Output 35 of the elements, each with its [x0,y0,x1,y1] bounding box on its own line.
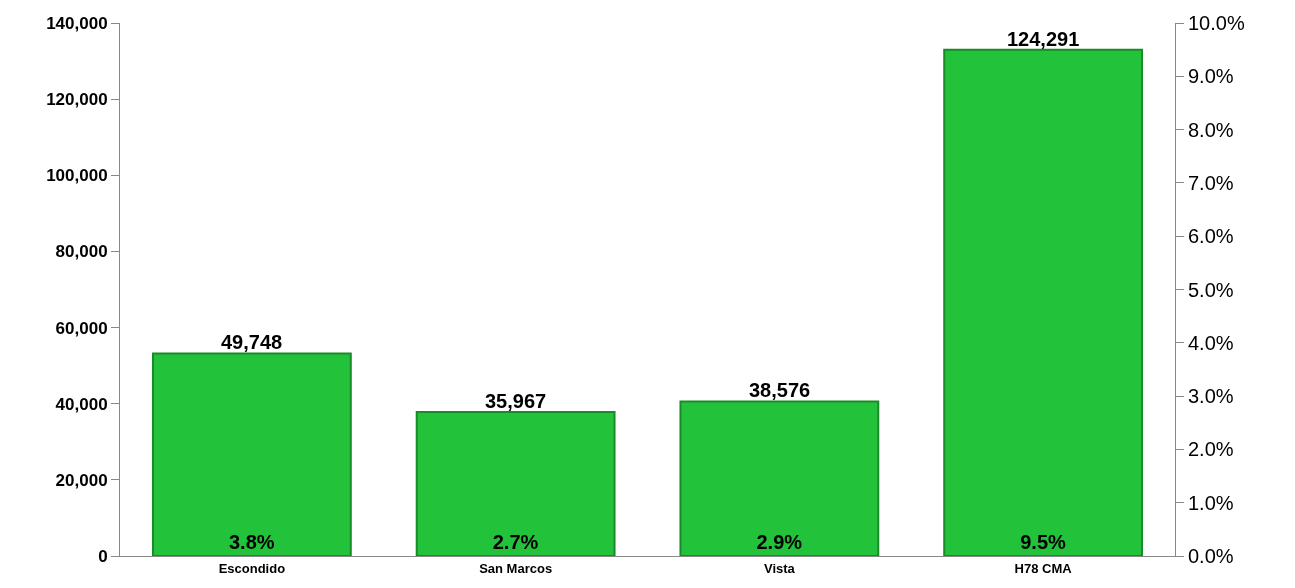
y-tick-label: 140,000 [46,13,108,33]
x-tick-label: Escondido [218,560,286,576]
x-tick-label: H78 CMA [1014,560,1073,576]
y-tick-label: 60,000 [55,318,108,338]
y2-tick-label: 8.0% [1188,118,1234,141]
y2-tick-label: 10.0% [1188,12,1245,34]
annotation: 49,748 [221,331,283,353]
y2-tick-label: 7.0% [1188,171,1234,194]
y-tick-label: 100,000 [46,166,108,186]
y2-tick-label: 2.0% [1188,438,1234,461]
y-tick-label: 20,000 [55,470,108,490]
y2-tick-label: 3.0% [1188,385,1234,408]
bar [679,400,880,556]
x-tick-label: San Marcos [479,560,553,576]
data-label: 3.8% [228,531,275,553]
y-tick-label: 80,000 [55,242,108,262]
y2-tick-label: 4.0% [1188,331,1234,354]
y2-tick-label: 0.0% [1188,545,1234,567]
y2-tick-label: 1.0% [1188,491,1234,514]
bar [151,352,352,556]
y-tick-label: 120,000 [46,90,108,110]
data-label: 9.5% [1020,531,1067,553]
x-tick-label: Vista [763,560,796,576]
annotation: 35,967 [485,390,547,412]
data-label: 2.9% [756,531,803,553]
y-tick-label: 40,000 [55,394,108,414]
annotation: 124,291 [1007,28,1080,50]
data-label: 2.7% [492,531,539,553]
y-tick-label: 0 [98,546,108,566]
y2-tick-label: 9.0% [1188,65,1234,88]
y2-tick-label: 5.0% [1188,278,1234,301]
y2-tick-label: 6.0% [1188,225,1234,248]
bar [943,48,1144,556]
bar [415,411,616,556]
annotation: 38,576 [749,379,811,401]
